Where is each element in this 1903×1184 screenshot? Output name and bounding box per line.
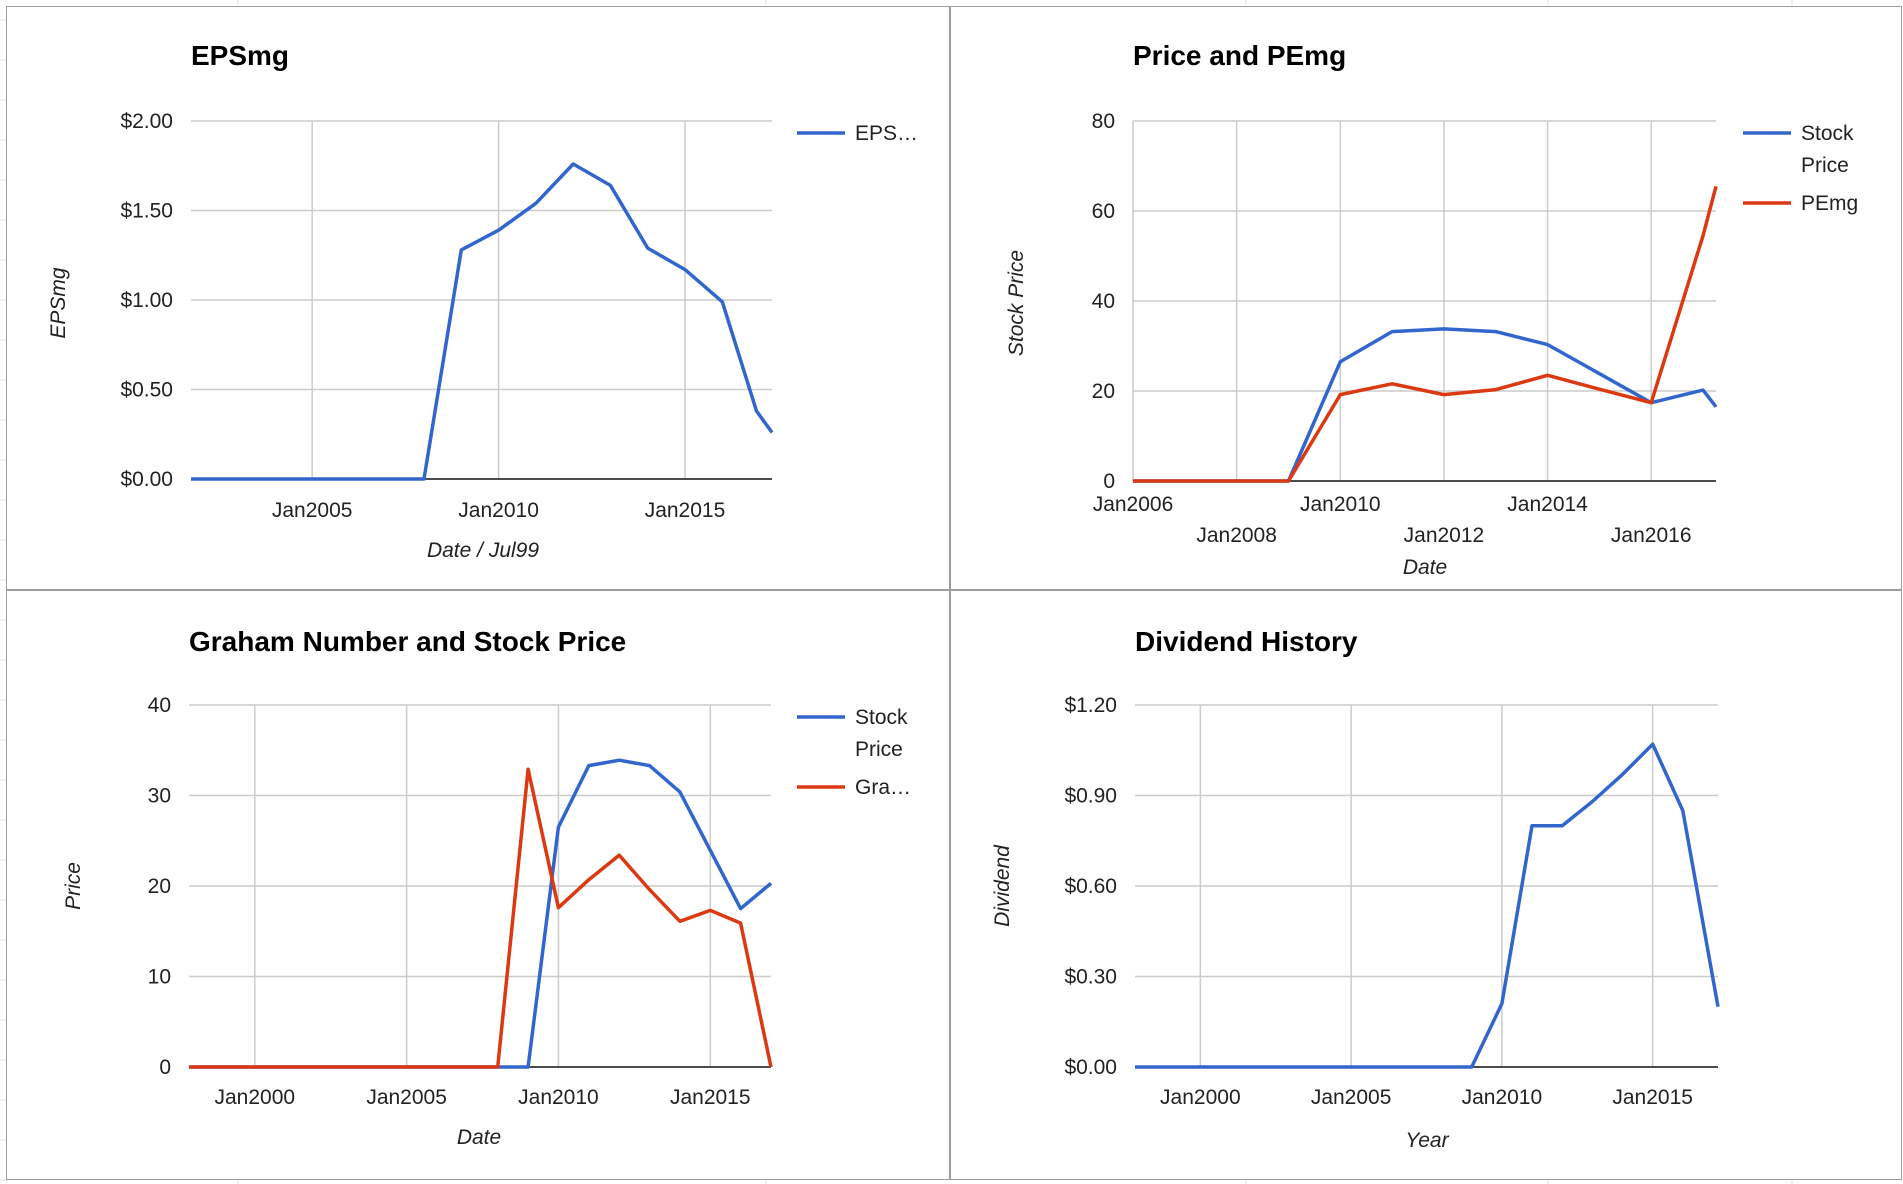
x-axis-label: Date / Jul99 [427, 539, 539, 562]
y-tick-label: $1.00 [120, 289, 173, 312]
chart-graham-number[interactable]: Graham Number and Stock Price Date Price… [6, 590, 950, 1180]
y-tick-label: 40 [148, 694, 171, 717]
y-tick-label: $1.20 [1064, 694, 1117, 717]
y-tick-label: 40 [1092, 290, 1115, 313]
chart-epsmg[interactable]: EPSmg Date / Jul99 EPSmg $0.00 $0.50 $1.00… [6, 6, 950, 590]
y-tick-label: 20 [148, 875, 171, 898]
x-axis-label: Date [457, 1126, 501, 1149]
x-tick-label: Jan2010 [518, 1086, 599, 1109]
chart-price-and-pemg[interactable]: Price and PEmg Date Stock Price 0 20 40 60 8… [950, 6, 1902, 590]
x-tick-label: Jan2010 [1462, 1086, 1543, 1109]
series-line-primary [1135, 742, 1720, 1069]
chart-title: Price and PEmg [1133, 40, 1346, 71]
graham-chart-svg: Graham Number and Stock Price Date Price… [62, 626, 911, 1149]
y-tick-label: $0.60 [1064, 875, 1117, 898]
legend-label: PEmg [1801, 192, 1858, 215]
chart-title: Graham Number and Stock Price [189, 626, 626, 657]
y-tick-label: $0.50 [120, 379, 173, 402]
chart-dividend-history[interactable]: Dividend History Year Dividend $0.00 $0.3… [950, 590, 1902, 1180]
y-tick-label: 10 [148, 966, 171, 989]
series-line-secondary [1133, 185, 1718, 483]
series-line-secondary [189, 767, 773, 1069]
x-tick-label: Jan2005 [272, 499, 353, 522]
legend-label: Stock Price [855, 706, 908, 761]
x-tick-label: Jan2012 [1404, 524, 1485, 547]
y-axis-label: Dividend [991, 844, 1014, 927]
x-tick-label: Jan2015 [645, 499, 726, 522]
price-pemg-chart-svg: Price and PEmg Date Stock Price 0 20 40 60 8… [1005, 40, 1858, 579]
legend-label: EPS… [855, 122, 918, 145]
y-tick-label: 20 [1092, 380, 1115, 403]
x-tick-label: Jan2000 [1160, 1086, 1241, 1109]
y-tick-label: $0.00 [1064, 1056, 1117, 1079]
y-axis-label: Stock Price [1005, 250, 1028, 356]
legend-label: Stock Price [1801, 122, 1854, 177]
y-tick-label: $0.30 [1064, 966, 1117, 989]
chart-title: EPSmg [191, 40, 289, 71]
series-line-primary [1133, 327, 1718, 483]
series-line-primary [189, 758, 773, 1069]
series-line-primary [191, 162, 774, 481]
x-axis-label: Year [1405, 1129, 1449, 1152]
y-tick-label: $0.00 [120, 468, 173, 491]
y-axis-label: EPSmg [47, 267, 70, 339]
x-axis-label: Date [1403, 556, 1447, 579]
x-tick-label: Jan2005 [366, 1086, 447, 1109]
x-tick-label: Jan2006 [1093, 493, 1174, 516]
x-tick-label: Jan2014 [1507, 493, 1588, 516]
y-tick-label: $0.90 [1064, 785, 1117, 808]
chart-title: Dividend History [1135, 626, 1358, 657]
x-tick-label: Jan2015 [1612, 1086, 1693, 1109]
x-tick-label: Jan2000 [215, 1086, 296, 1109]
y-tick-label: 0 [1103, 470, 1115, 493]
x-tick-label: Jan2005 [1311, 1086, 1392, 1109]
y-tick-label: $1.50 [120, 200, 173, 223]
x-tick-label: Jan2008 [1196, 524, 1277, 547]
x-tick-label: Jan2010 [458, 499, 539, 522]
x-tick-label: Jan2010 [1300, 493, 1381, 516]
y-tick-label: 60 [1092, 200, 1115, 223]
dividend-chart-svg: Dividend History Year Dividend $0.00 $0.3… [991, 626, 1720, 1152]
y-tick-label: $2.00 [120, 110, 173, 133]
y-tick-label: 0 [159, 1056, 171, 1079]
y-tick-label: 30 [148, 785, 171, 808]
x-tick-label: Jan2016 [1611, 524, 1692, 547]
y-tick-label: 80 [1092, 110, 1115, 133]
epsmg-chart-svg: EPSmg Date / Jul99 EPSmg $0.00 $0.50 $1.00… [47, 40, 918, 562]
y-axis-label: Price [62, 862, 85, 910]
legend-label: Gra… [855, 776, 911, 799]
x-tick-label: Jan2015 [670, 1086, 751, 1109]
